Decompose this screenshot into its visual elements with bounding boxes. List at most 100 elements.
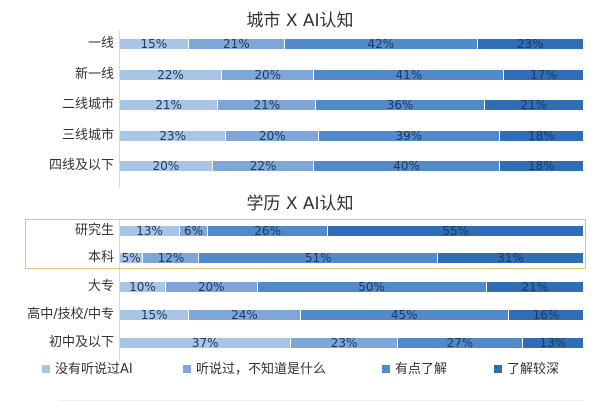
value-label: 5% <box>121 251 141 265</box>
bar-segment: 17% <box>504 68 583 82</box>
bar-segment: 36% <box>316 98 485 112</box>
stacked-bar: 10% 20% 50% 21% <box>120 280 583 294</box>
category-label: 研究生 <box>74 223 114 238</box>
bar-row-edu: 大专 10% 20% 50% 21% <box>0 278 600 296</box>
bar-row-city: 三线城市 23% 20% 39% 18% <box>0 127 600 145</box>
bar-segment: 13% <box>120 224 181 238</box>
stacked-bar: 37% 23% 27% 13% <box>120 336 583 350</box>
bar-segment: 50% <box>257 280 487 294</box>
value-label: 12% <box>157 251 185 265</box>
bar-segment: 5% <box>120 251 144 265</box>
legend-swatch-icon <box>42 364 50 373</box>
value-label: 26% <box>254 224 281 238</box>
bar-segment: 6% <box>180 224 208 238</box>
bar-segment: 23% <box>477 37 583 51</box>
value-label: 55% <box>442 224 469 238</box>
bar-segment: 21% <box>218 98 317 112</box>
value-label: 22% <box>249 159 277 173</box>
bar-segment: 42% <box>285 37 478 51</box>
category-label: 大专 <box>87 279 114 294</box>
value-label: 22% <box>157 68 184 82</box>
value-label: 31% <box>497 251 524 265</box>
value-label: 39% <box>395 129 423 143</box>
value-label: 23% <box>516 37 544 51</box>
value-label: 18% <box>527 159 555 173</box>
bar-segment: 21% <box>188 37 286 51</box>
bar-segment: 41% <box>314 68 505 82</box>
bar-segment: 45% <box>300 308 509 322</box>
stacked-bar: 5% 12% 51% 31% <box>120 251 583 265</box>
bar-segment: 31% <box>437 251 583 265</box>
value-label: 17% <box>530 68 557 82</box>
legend-item: 有点了解 <box>382 360 447 380</box>
legend-item: 了解较深 <box>494 360 559 380</box>
value-label: 40% <box>393 159 420 173</box>
axis-line-city <box>119 30 120 188</box>
category-label: 一线 <box>87 36 114 51</box>
category-label: 高中/技校/中专 <box>27 307 114 322</box>
value-label: 37% <box>191 336 219 350</box>
stacked-bar: 15% 21% 42% 23% <box>120 37 583 51</box>
bar-segment: 23% <box>291 336 398 350</box>
bar-segment: 24% <box>189 308 301 322</box>
bar-row-city: 一线 15% 21% 42% 23% <box>0 35 600 53</box>
bar-segment: 20% <box>226 129 320 143</box>
category-label: 二线城市 <box>61 97 114 112</box>
bar-row-edu: 研究生 13% 6% 26% 55% <box>0 222 600 240</box>
legend-item: 听说过，不知道是什么 <box>183 360 326 380</box>
chart-city-title: 城市 X AI认知 <box>246 11 354 31</box>
stacked-bar: 22% 20% 41% 17% <box>120 68 583 82</box>
value-label: 21% <box>223 37 250 51</box>
value-label: 36% <box>386 98 414 112</box>
category-label: 新一线 <box>74 67 114 82</box>
value-label: 16% <box>532 308 560 322</box>
value-label: 50% <box>358 280 385 294</box>
bar-segment: 21% <box>486 280 583 294</box>
category-label: 本科 <box>87 250 114 265</box>
bar-segment: 55% <box>328 224 583 238</box>
bar-row-city: 新一线 22% 20% 41% 17% <box>0 66 600 84</box>
value-label: 42% <box>367 37 395 51</box>
bar-segment: 26% <box>207 224 329 238</box>
stacked-bar: 21% 21% 36% 21% <box>120 98 583 112</box>
bar-segment: 27% <box>397 336 523 350</box>
value-label: 15% <box>140 37 168 51</box>
bar-row-city: 二线城市 21% 21% 36% 21% <box>0 96 600 114</box>
value-label: 23% <box>159 129 187 143</box>
bar-segment: 22% <box>120 68 222 82</box>
category-label: 三线城市 <box>61 128 114 143</box>
legend-swatch-icon <box>183 364 191 373</box>
legend-swatch-icon <box>494 364 502 373</box>
value-label: 27% <box>446 336 474 350</box>
chart-edu-title: 学历 X AI认知 <box>246 194 354 214</box>
bar-segment: 18% <box>499 129 583 143</box>
bar-segment: 20% <box>165 280 258 294</box>
stacked-bar: 20% 22% 40% 18% <box>120 159 583 173</box>
bar-segment: 16% <box>508 308 583 322</box>
bar-segment: 40% <box>314 159 500 173</box>
value-label: 18% <box>527 129 555 143</box>
stacked-bar: 13% 6% 26% 55% <box>120 224 583 238</box>
bar-row-edu: 本科 5% 12% 51% 31% <box>0 249 600 267</box>
bar-segment: 10% <box>120 280 166 294</box>
bar-segment: 51% <box>199 251 438 265</box>
value-label: 21% <box>155 98 182 112</box>
value-label: 24% <box>231 308 258 322</box>
bar-segment: 13% <box>522 336 583 350</box>
value-label: 21% <box>520 98 548 112</box>
bar-row-edu: 初中及以下 37% 23% 27% 13% <box>0 334 600 352</box>
value-label: 45% <box>390 308 418 322</box>
bar-segment: 23% <box>120 129 227 143</box>
bar-row-city: 四线及以下 20% 22% 40% 18% <box>0 157 600 175</box>
stacked-bar: 23% 20% 39% 18% <box>120 129 583 143</box>
legend-swatch-icon <box>382 364 390 373</box>
bar-segment: 15% <box>120 37 189 51</box>
bar-segment: 15% <box>120 308 190 322</box>
bar-segment: 20% <box>120 159 213 173</box>
value-label: 15% <box>140 308 168 322</box>
value-label: 21% <box>253 98 281 112</box>
value-label: 13% <box>539 336 567 350</box>
bar-segment: 12% <box>143 251 200 265</box>
bar-segment: 18% <box>499 159 583 173</box>
axis-line-edu <box>119 219 120 361</box>
